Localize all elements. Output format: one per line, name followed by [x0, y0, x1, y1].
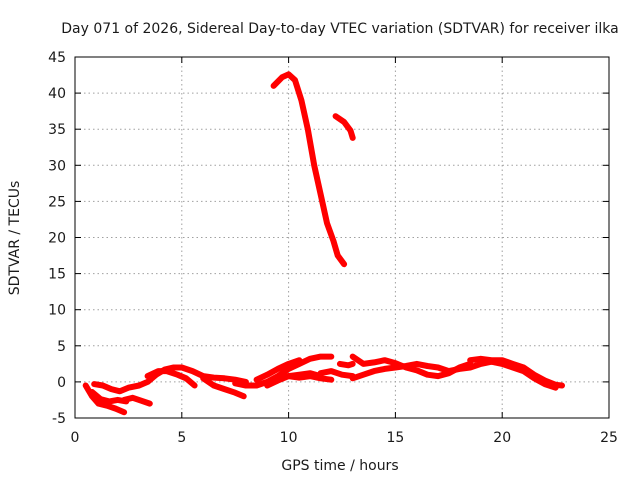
series-line-track-r — [332, 113, 356, 141]
x-tick-label: 5 — [177, 430, 186, 446]
x-tick-label: 20 — [493, 430, 511, 446]
series-line-track-b — [89, 389, 130, 405]
x-tick-label: 25 — [600, 430, 618, 446]
x-tick-label: 15 — [386, 430, 404, 446]
series-line-track-d — [121, 394, 153, 407]
series-line-track-m — [349, 358, 506, 382]
y-tick-label: 0 — [57, 375, 66, 391]
series-line-track-l — [336, 360, 356, 369]
series-line-track-q — [270, 71, 348, 268]
series-line-track-h — [253, 357, 303, 383]
data-series — [82, 71, 565, 416]
x-axis-label: GPS time / hours — [281, 458, 398, 474]
y-tick-label: 25 — [48, 194, 66, 210]
chart-title: Day 071 of 2026, Sidereal Day-to-day VTE… — [61, 21, 618, 37]
series-line-track-o — [467, 355, 565, 389]
y-tick-label: 35 — [48, 122, 66, 138]
y-tick-label: -5 — [52, 411, 66, 427]
series-line-track-j — [274, 370, 324, 382]
series-line-track-f — [200, 375, 247, 400]
series-line-track-e — [144, 368, 198, 389]
series-line-track-g — [232, 353, 335, 389]
axis-ticks: 0 5 10 15 20 25 -5 0 5 10 15 20 25 30 35 40 45 — [48, 50, 618, 446]
series-line-track-k — [317, 368, 356, 380]
y-tick-label: 10 — [48, 303, 66, 319]
y-tick-label: 30 — [48, 158, 66, 174]
y-tick-label: 40 — [48, 86, 66, 102]
y-axis-label: SDTVAR / TECUs — [7, 181, 23, 296]
series-line-track-p — [488, 358, 559, 391]
y-tick-label: 20 — [48, 231, 66, 247]
y-tick-label: 5 — [57, 339, 66, 355]
x-tick-label: 10 — [280, 430, 298, 446]
series-line-track-n — [349, 353, 474, 380]
grid — [75, 57, 609, 418]
y-tick-label: 15 — [48, 267, 66, 283]
x-tick-label: 0 — [71, 430, 80, 446]
y-tick-label: 45 — [48, 50, 66, 66]
